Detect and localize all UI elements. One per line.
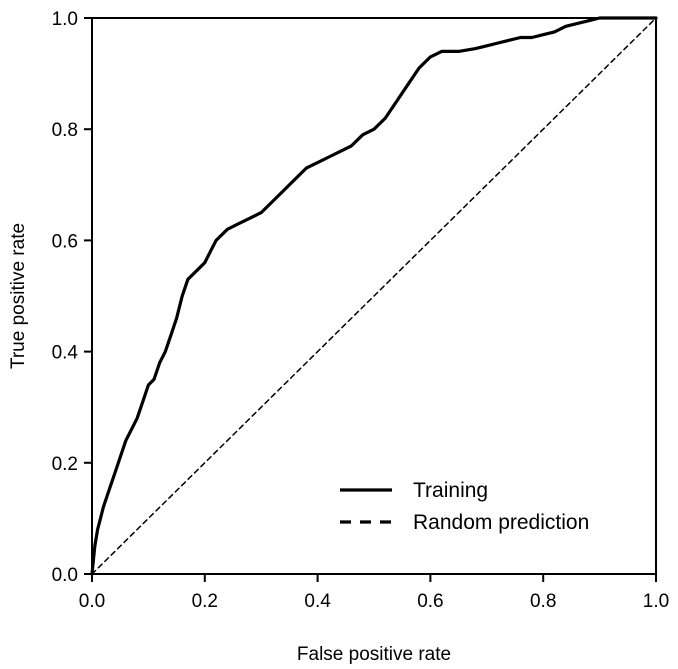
y-tick-label: 0.4 — [52, 343, 79, 364]
legend-label: Random prediction — [413, 511, 589, 534]
random-prediction-line — [91, 17, 657, 575]
x-tick-label: 1.0 — [643, 591, 669, 612]
x-tick-label: 0.8 — [530, 591, 556, 612]
training-roc-curve — [90, 16, 658, 576]
legend: Training Random prediction — [340, 479, 589, 534]
x-tick-label: 0.4 — [304, 591, 331, 612]
x-axis-ticks: 0.0 0.2 0.4 0.6 0.8 1.0 — [79, 574, 669, 612]
legend-label: Training — [413, 479, 488, 502]
y-axis-label: True positive rate — [8, 223, 29, 369]
y-tick-label: 0.2 — [52, 454, 78, 475]
y-tick-label: 0.6 — [52, 231, 78, 252]
x-tick-label: 0.6 — [417, 591, 443, 612]
y-tick-label: 0.8 — [52, 120, 78, 141]
x-tick-label: 0.0 — [79, 591, 105, 612]
y-tick-label: 0.0 — [52, 565, 78, 586]
x-tick-label: 0.2 — [192, 591, 218, 612]
y-tick-label: 1.0 — [52, 9, 78, 30]
y-axis-ticks: 0.0 0.2 0.4 0.6 0.8 1.0 — [52, 9, 92, 586]
series-layer — [90, 16, 658, 576]
plot-frame — [91, 17, 657, 575]
x-axis-label: False positive rate — [297, 644, 451, 665]
